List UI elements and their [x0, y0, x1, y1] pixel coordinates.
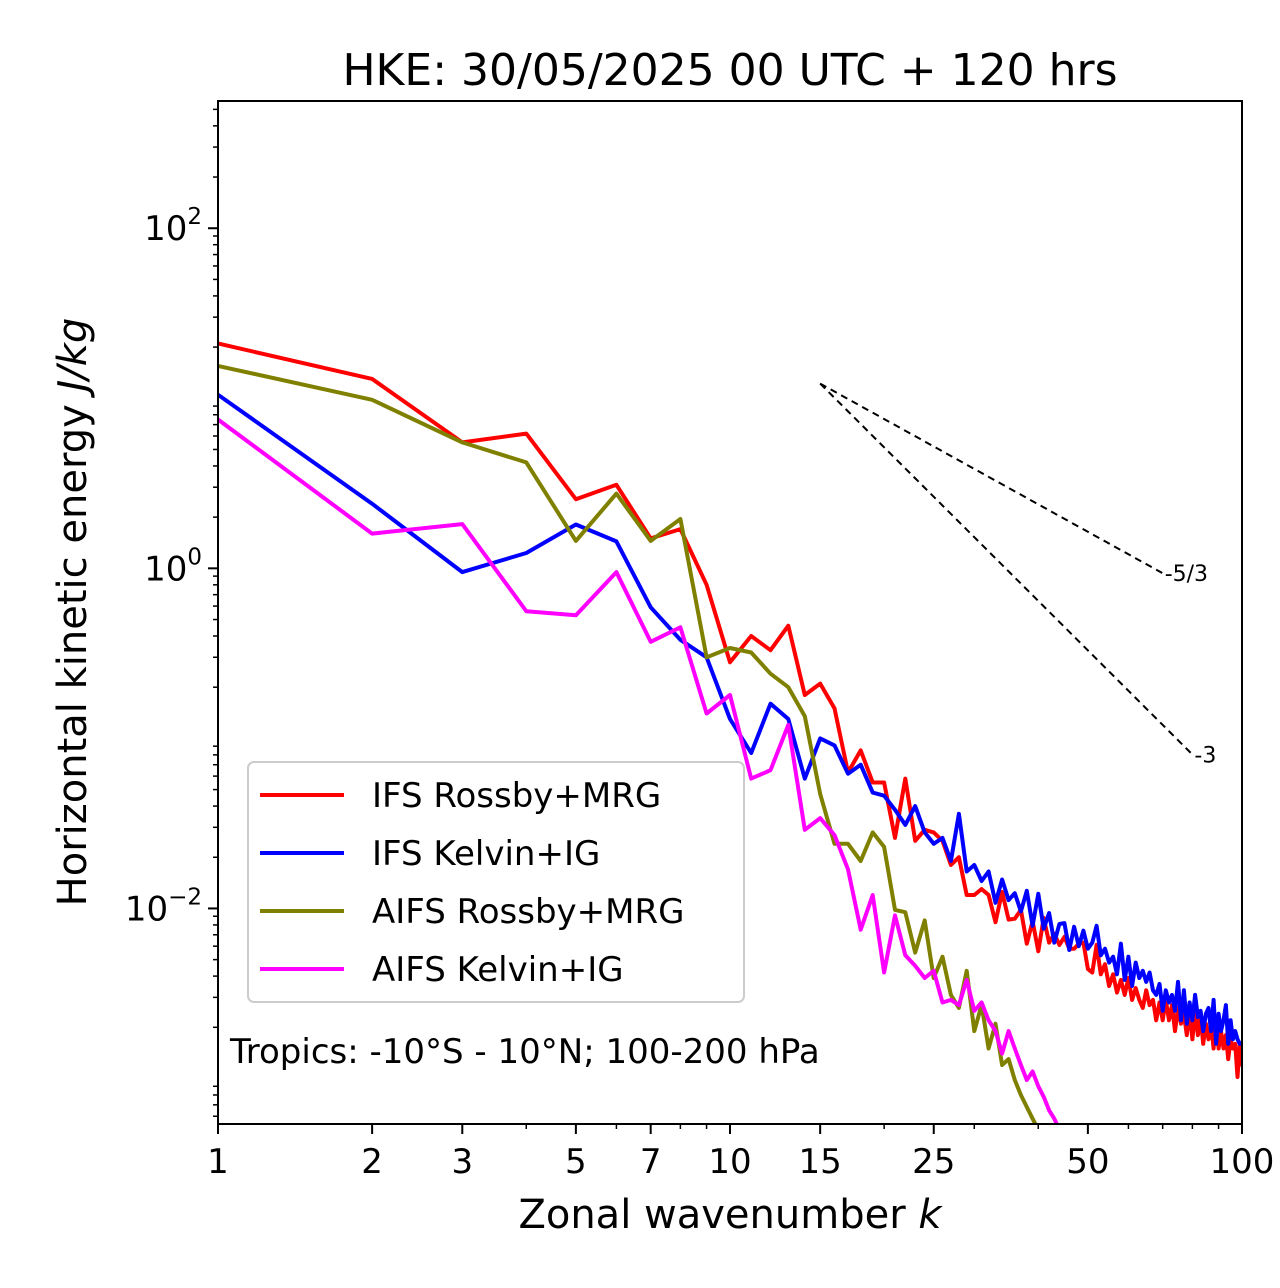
x-axis: 1 2 3 5 7 10 15 25 50 100	[207, 1124, 1274, 1182]
x-tick-label: 2	[361, 1142, 383, 1182]
y-axis: 10−2 100 102	[125, 108, 218, 1117]
x-axis-label-text: Zonal wavenumber	[518, 1192, 906, 1238]
x-tick-label: 15	[799, 1142, 842, 1182]
y-tick-label: 10−2	[125, 884, 202, 929]
x-tick-label: 3	[451, 1142, 473, 1182]
x-tick-label: 7	[640, 1142, 662, 1182]
legend-label-1: IFS Kelvin+IG	[372, 834, 600, 874]
series-line-3	[218, 417, 1059, 1124]
y-axis-label-unit: J/kg	[50, 318, 96, 399]
x-axis-label-var: k	[918, 1192, 943, 1238]
reference-lines: -5/3 -3	[819, 382, 1216, 768]
series-line-1	[218, 393, 1242, 1046]
x-tick-label: 1	[207, 1142, 229, 1182]
legend-label-2: AIFS Rossby+MRG	[372, 892, 684, 932]
reference-line-1	[819, 382, 1194, 756]
x-tick-label: 10	[708, 1142, 751, 1182]
chart-title: HKE: 30/05/2025 00 UTC + 120 hrs	[342, 45, 1117, 96]
y-axis-label: Horizontal kinetic energy J/kg	[50, 318, 96, 907]
y-tick-label: 102	[144, 204, 202, 249]
series-layer	[218, 341, 1242, 1124]
region-annotation: Tropics: -10°S - 10°N; 100-200 hPa	[229, 1032, 820, 1072]
y-axis-label-text: Horizontal kinetic energy	[50, 404, 96, 906]
reference-label-1: -3	[1194, 743, 1216, 768]
series-line-2	[218, 363, 1038, 1124]
reference-line-0	[819, 382, 1164, 575]
x-tick-label: 100	[1210, 1142, 1275, 1182]
x-tick-label: 50	[1066, 1142, 1109, 1182]
x-axis-label: Zonal wavenumber k	[518, 1192, 943, 1238]
x-tick-label: 5	[565, 1142, 587, 1182]
x-tick-label: 25	[912, 1142, 955, 1182]
reference-label-0: -5/3	[1165, 562, 1208, 587]
legend: IFS Rossby+MRG IFS Kelvin+IG AIFS Rossby+M…	[247, 761, 745, 1003]
legend-label-3: AIFS Kelvin+IG	[372, 950, 624, 990]
legend-label-0: IFS Rossby+MRG	[372, 776, 661, 816]
y-tick-label: 100	[144, 544, 202, 589]
legend-frame	[247, 761, 745, 1003]
